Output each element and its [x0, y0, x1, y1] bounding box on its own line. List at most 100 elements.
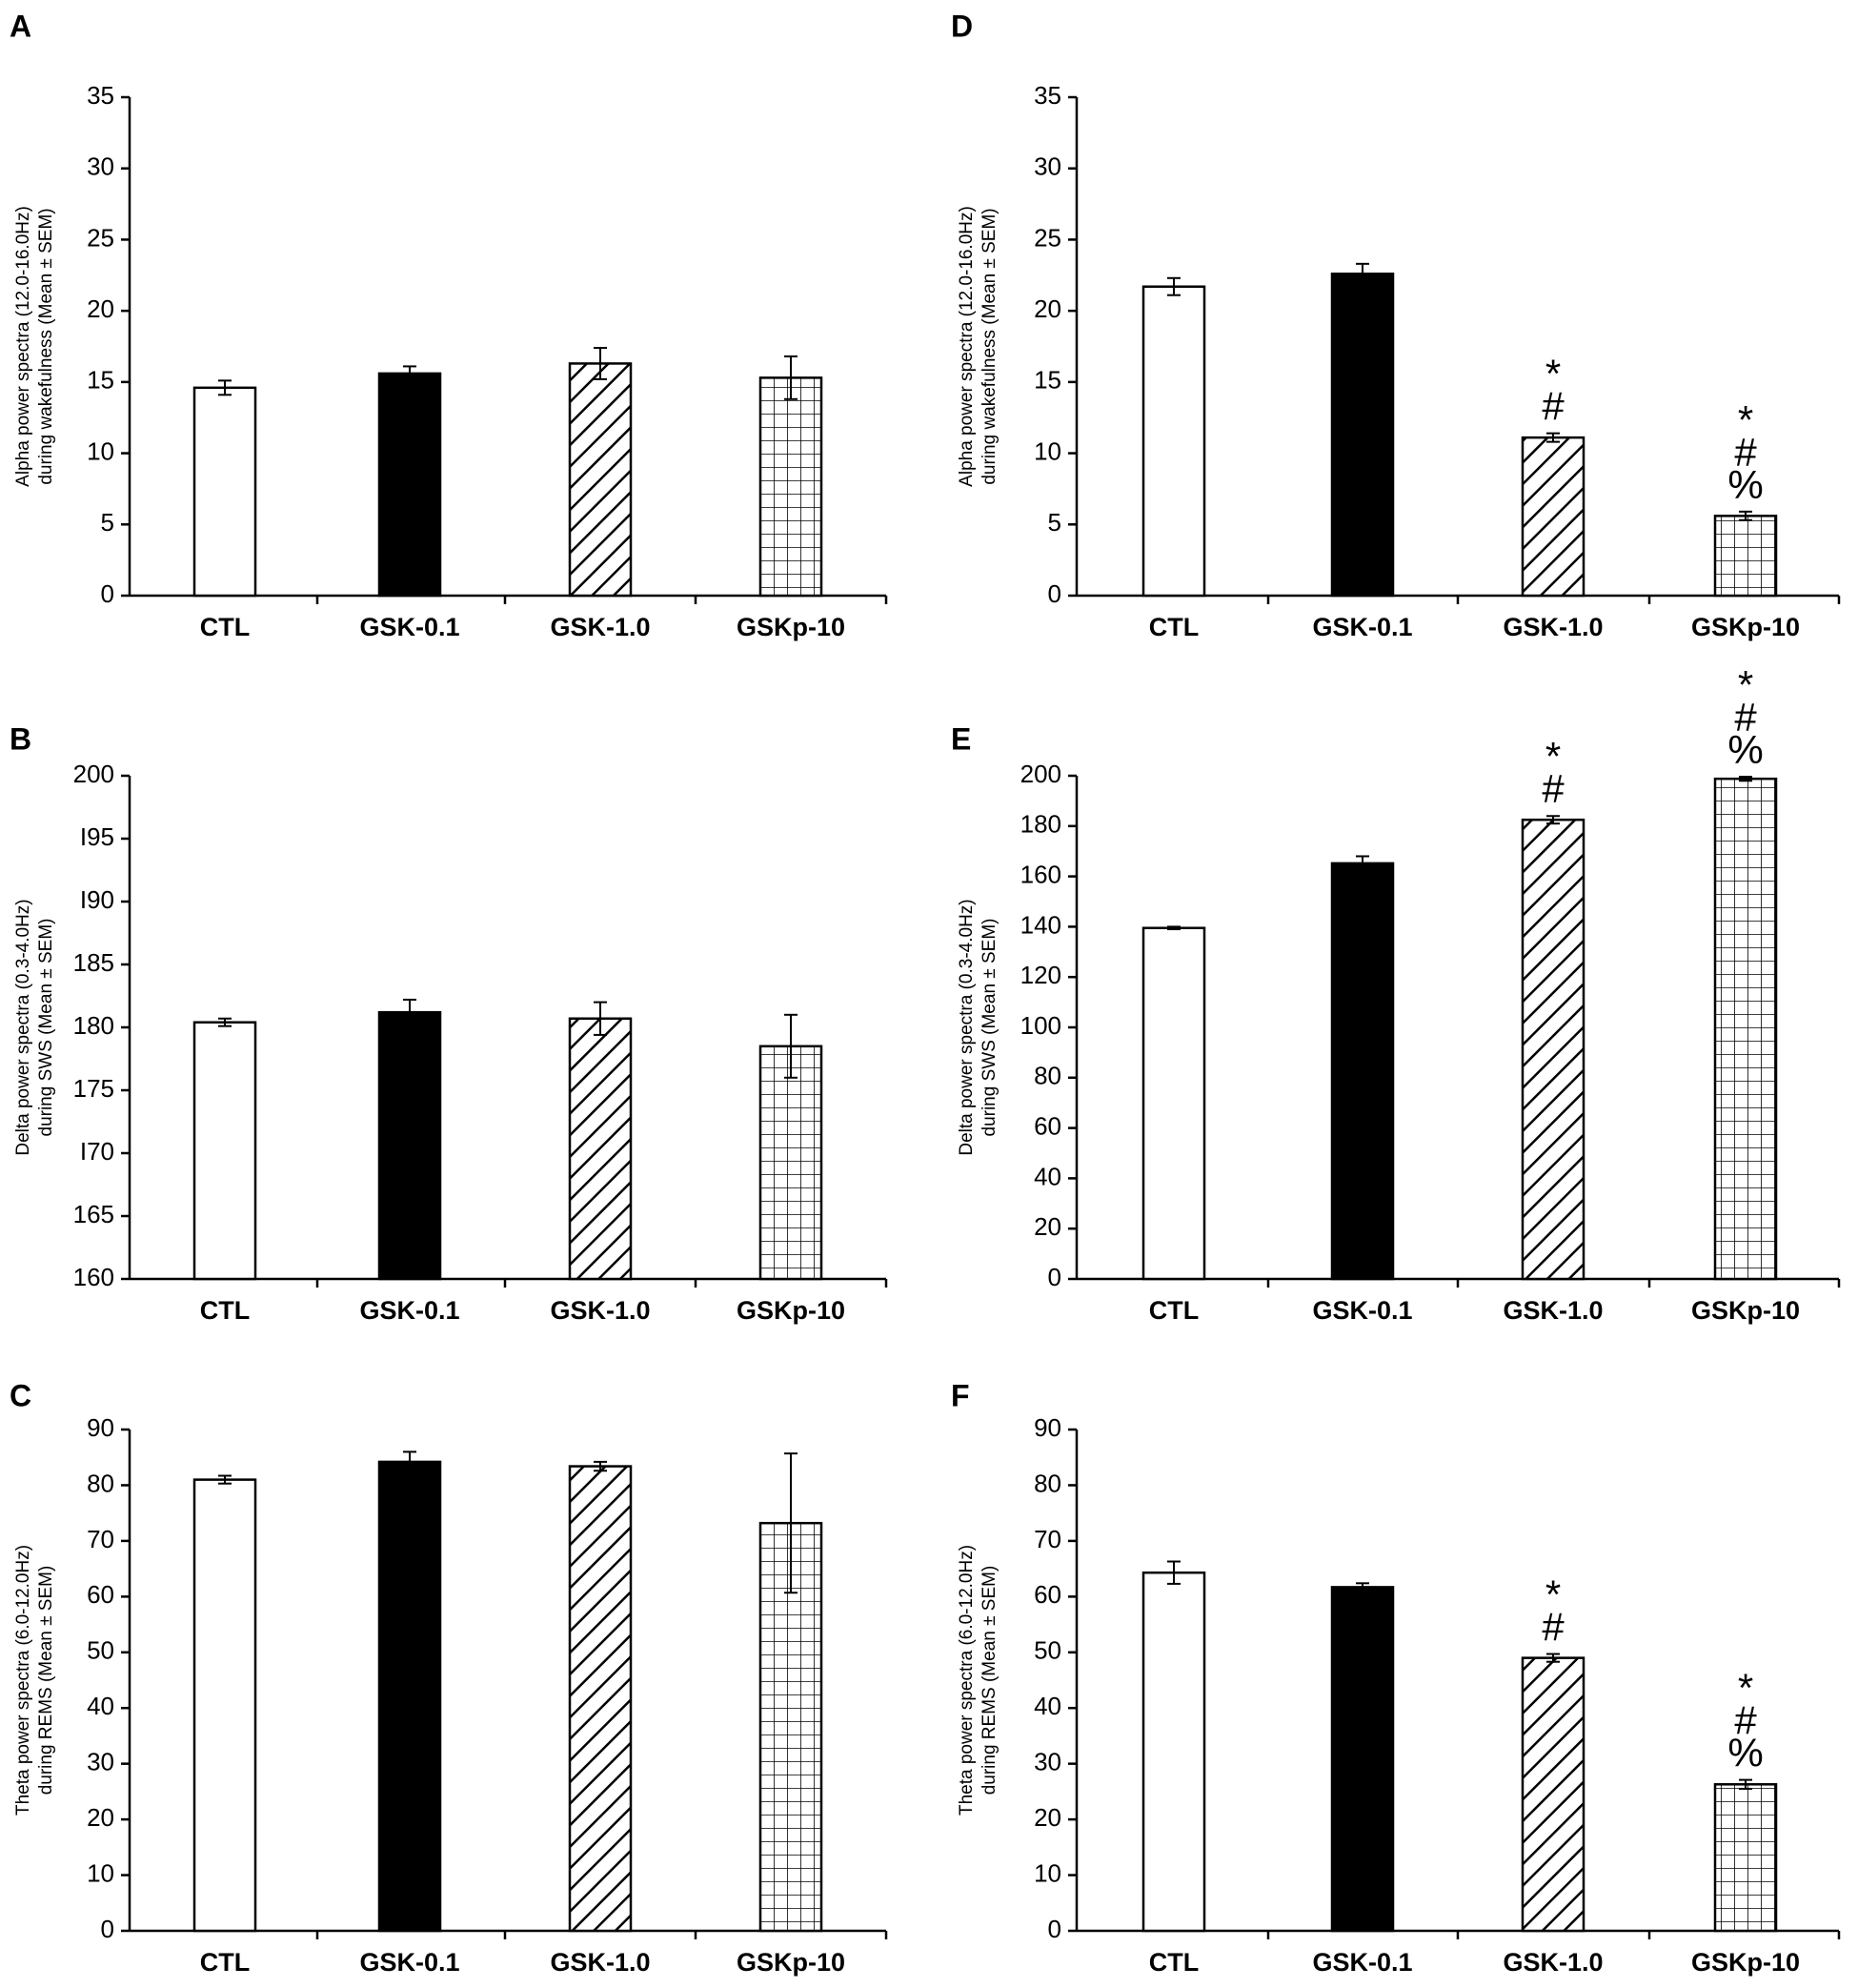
bar-gskp-10 [758, 376, 823, 598]
bar-gsk-1-0 [568, 1465, 633, 1933]
x-category-label: GSK-0.1 [1312, 613, 1412, 641]
significance-mark: * [1738, 662, 1753, 707]
bar-gsk-0-1 [377, 372, 442, 598]
x-category-label: GSK-1.0 [550, 613, 650, 641]
bar-ctl [192, 1478, 257, 1933]
bar-gskp-10 [1713, 515, 1778, 598]
panel-letter: F [951, 1378, 970, 1412]
y-tick-label: 35 [87, 81, 114, 110]
y-axis-label: Theta power spectra (6.0-12.0Hz) [957, 1545, 977, 1816]
panel-letter: A [10, 9, 31, 43]
y-tick-label: 10 [87, 436, 114, 465]
x-category-label: GSK-1.0 [1503, 1948, 1603, 1977]
y-tick-label: 185 [73, 948, 114, 977]
y-tick-label: 10 [87, 1858, 114, 1887]
significance-mark: * [1545, 1572, 1561, 1617]
panel-letter: E [951, 721, 971, 756]
panel-letter: C [10, 1378, 31, 1412]
y-tick-label: 60 [1034, 1580, 1061, 1609]
significance-mark: # [1542, 384, 1565, 429]
bar-gsk-1-0 [568, 362, 633, 598]
y-axis-label: during wakefulness (Mean ± SEM) [979, 208, 1000, 484]
bar-gsk-0-1 [377, 1460, 442, 1933]
bar-gsk-1-0 [568, 1017, 633, 1281]
y-tick-label: 0 [1048, 1915, 1061, 1943]
y-axis-label: during SWS (Mean ± SEM) [36, 919, 56, 1137]
y-tick-label: 20 [1034, 1212, 1061, 1241]
significance-mark: # [1542, 766, 1565, 811]
x-category-label: GSK-0.1 [1312, 1948, 1412, 1977]
y-axis-label: during SWS (Mean ± SEM) [979, 919, 1000, 1137]
y-tick-label: I90 [80, 885, 114, 914]
significance-mark: # [1734, 695, 1757, 740]
significance-mark: * [1738, 1666, 1753, 1711]
y-tick-label: 40 [1034, 1162, 1061, 1190]
significance-mark: * [1738, 397, 1753, 442]
y-tick-label: 20 [87, 294, 114, 323]
y-axis-label: Delta power spectra (0.3-4.0Hz) [13, 899, 33, 1155]
x-category-label: GSK-0.1 [1312, 1296, 1412, 1325]
bar-ctl [1141, 926, 1206, 1281]
y-axis-label: Alpha power spectra (12.0-16.0Hz) [957, 206, 977, 487]
y-tick-label: 15 [87, 366, 114, 395]
y-tick-label: 10 [1034, 1858, 1061, 1887]
x-category-label: CTL [1149, 613, 1199, 641]
y-tick-label: 25 [1034, 223, 1061, 252]
bar-gskp-10 [1713, 777, 1778, 1281]
x-category-label: GSK-0.1 [359, 613, 459, 641]
significance-mark: % [1727, 1731, 1763, 1775]
bar-gskp-10 [758, 1045, 823, 1281]
y-tick-label: 165 [73, 1200, 114, 1228]
y-tick-label: 90 [1034, 1413, 1061, 1442]
y-tick-label: 60 [1034, 1111, 1061, 1140]
y-tick-label: 20 [1034, 1803, 1061, 1832]
y-tick-label: I95 [80, 822, 114, 851]
panel-letter: B [10, 721, 31, 756]
x-category-label: CTL [200, 613, 250, 641]
bar-gsk-1-0 [1521, 818, 1585, 1281]
y-tick-label: 0 [1048, 579, 1061, 608]
y-tick-label: 80 [1034, 1469, 1061, 1497]
y-tick-label: 175 [73, 1074, 114, 1103]
significance-mark: * [1545, 734, 1561, 779]
x-category-label: GSKp-10 [1691, 1948, 1800, 1977]
bar-ctl [1141, 285, 1206, 598]
bar-gsk-0-1 [377, 1010, 442, 1281]
y-tick-label: 0 [101, 579, 114, 608]
y-tick-label: I70 [80, 1137, 114, 1166]
y-axis-label: during wakefulness (Mean ± SEM) [36, 208, 56, 484]
x-category-label: GSKp-10 [737, 1948, 845, 1977]
y-tick-label: 30 [87, 1748, 114, 1776]
y-tick-label: 5 [1048, 508, 1061, 537]
y-axis-label: Theta power spectra (6.0-12.0Hz) [13, 1545, 33, 1816]
significance-mark: * [1545, 352, 1561, 396]
y-tick-label: 160 [1020, 860, 1061, 888]
chart-panel-f: F Theta power spectra (6.0-12.0Hz) during … [951, 1378, 1841, 1977]
x-category-label: GSK-0.1 [359, 1296, 459, 1325]
bar-gsk-0-1 [1330, 273, 1395, 598]
x-category-label: GSK-1.0 [1503, 1296, 1603, 1325]
y-tick-label: 0 [1048, 1263, 1061, 1291]
significance-mark: # [1734, 430, 1757, 475]
y-tick-label: 200 [73, 760, 114, 788]
y-axis-label: during REMS (Mean ± SEM) [979, 1566, 1000, 1795]
y-tick-label: 100 [1020, 1011, 1061, 1040]
y-tick-label: 120 [1020, 961, 1061, 989]
chart-panel-a: A Alpha power spectra (12.0-16.0Hz) during… [10, 9, 888, 641]
y-tick-label: 15 [1034, 366, 1061, 395]
bar-gsk-1-0 [1521, 436, 1585, 598]
bar-gsk-1-0 [1521, 1656, 1585, 1933]
y-tick-label: 160 [73, 1263, 114, 1291]
y-tick-label: 70 [87, 1525, 114, 1553]
significance-mark: # [1734, 1698, 1757, 1743]
y-tick-label: 30 [87, 152, 114, 181]
y-tick-label: 25 [87, 223, 114, 252]
y-tick-label: 0 [101, 1915, 114, 1943]
bar-ctl [192, 1021, 257, 1281]
y-tick-label: 80 [1034, 1062, 1061, 1090]
y-tick-label: 35 [1034, 81, 1061, 110]
significance-mark: % [1727, 462, 1763, 507]
significance-mark: % [1727, 727, 1763, 772]
bar-gsk-0-1 [1330, 862, 1395, 1281]
y-tick-label: 10 [1034, 436, 1061, 465]
